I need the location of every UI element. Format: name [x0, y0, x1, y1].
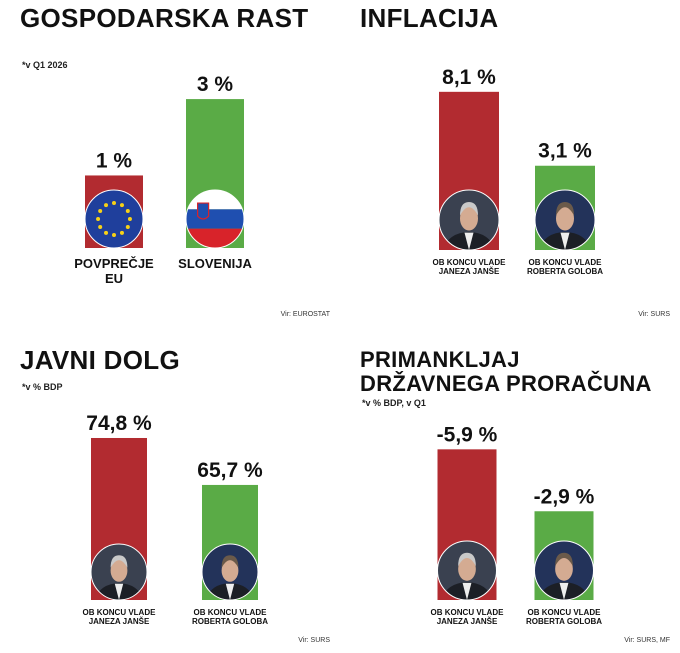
- value-label: 3 %: [197, 73, 234, 96]
- icon-ring: [84, 189, 144, 249]
- panel-title: GOSPODARSKA RAST: [20, 3, 309, 33]
- portrait-hair: [556, 202, 574, 216]
- category-label: POVPREČJE EU: [74, 256, 154, 286]
- chart: 8,1 % 3,1 %: [438, 66, 596, 251]
- portrait-hair: [458, 552, 476, 567]
- panel-subtitle: *v Q1 2026: [22, 60, 68, 70]
- eu-star: [127, 217, 132, 221]
- icon: [202, 544, 258, 600]
- value-label: 3,1 %: [538, 140, 592, 163]
- portrait-face: [460, 206, 478, 231]
- eu-star: [112, 232, 116, 237]
- panel-title: PRIMANKLJAJ DRŽAVNEGA PRORAČUNA: [360, 347, 652, 396]
- panel: PRIMANKLJAJ DRŽAVNEGA PRORAČUNA *v % BDP,…: [340, 326, 680, 652]
- icon: [535, 190, 595, 250]
- chart: 1 % 3 %: [84, 73, 245, 249]
- icon: [437, 541, 497, 600]
- flag-red: [186, 228, 244, 248]
- icon: [534, 541, 594, 600]
- value-label: 74,8 %: [86, 412, 152, 435]
- category-label: OB KONCU VLADE JANEZA JANŠE: [430, 608, 504, 626]
- portrait-face: [221, 559, 239, 582]
- icon-ring: [534, 189, 596, 251]
- portrait-face: [110, 559, 128, 582]
- portrait-hair: [221, 555, 239, 568]
- category-label: SLOVENIJA: [178, 256, 252, 271]
- portrait-hair: [110, 555, 128, 568]
- icon-ring: [185, 189, 245, 249]
- portrait-shirt: [462, 582, 472, 600]
- portrait-face: [555, 557, 573, 581]
- source: Vir: SURS, MF: [624, 637, 670, 644]
- eu-star: [125, 209, 130, 214]
- icon-ring: [90, 543, 148, 601]
- source: Vir: SURS: [638, 311, 670, 318]
- category-label: OB KONCU VLADE ROBERTA GOLOBA: [526, 608, 602, 626]
- category-label: OB KONCU VLADE JANEZA JANŠE: [432, 258, 506, 276]
- eu-star: [119, 203, 124, 208]
- portrait-shirt: [464, 232, 474, 250]
- category-label: OB KONCU VLADE ROBERTA GOLOBA: [527, 258, 603, 276]
- value-label: -5,9 %: [437, 423, 498, 446]
- icon: [85, 190, 143, 248]
- eu-star: [104, 230, 109, 235]
- panel-subtitle: *v % BDP, v Q1: [362, 398, 426, 408]
- icon-ring: [534, 540, 594, 601]
- value-label: -2,9 %: [534, 485, 595, 508]
- eu-star: [104, 203, 109, 208]
- icon-ring: [438, 189, 500, 251]
- eu-star: [96, 217, 101, 221]
- panel-title: INFLACIJA: [360, 3, 499, 33]
- value-label: 1 %: [96, 149, 133, 172]
- coat-of-arms: [197, 202, 210, 220]
- value-label: 8,1 %: [442, 66, 496, 89]
- portrait-hair: [555, 552, 573, 567]
- panel: GOSPODARSKA RAST *v Q1 2026 Vir: EUROSTAT 1…: [0, 0, 340, 326]
- portrait-shirt: [225, 583, 235, 600]
- portrait-shirt: [559, 582, 569, 600]
- category-label: OB KONCU VLADE JANEZA JANŠE: [82, 608, 156, 626]
- eu-star: [98, 224, 103, 229]
- panel-title: JAVNI DOLG: [20, 345, 180, 375]
- icon: [439, 190, 499, 250]
- eu-flag: [85, 190, 143, 248]
- portrait-face: [458, 557, 476, 581]
- eu-star: [125, 224, 130, 229]
- chart: 74,8 % 65,7 %: [86, 412, 263, 601]
- panel: INFLACIJA Vir: SURS 8,1 % 3,1 % OB KONCU VLA…: [340, 0, 680, 326]
- chart: -5,9 % -2,9 %: [437, 423, 595, 601]
- icon-ring: [437, 540, 497, 601]
- portrait-shirt: [560, 232, 570, 250]
- icon: [91, 544, 147, 600]
- portrait-shirt: [114, 583, 124, 600]
- value-label: 65,7 %: [197, 459, 263, 482]
- eu-star: [112, 201, 116, 206]
- icon-ring: [201, 543, 259, 601]
- source: Vir: EUROSTAT: [280, 311, 330, 318]
- source: Vir: SURS: [298, 637, 330, 644]
- eu-star: [98, 209, 103, 214]
- panel: JAVNI DOLG *v % BDP Vir: SURS 74,8 % 65,7 % O…: [0, 326, 340, 652]
- eu-star: [119, 230, 124, 235]
- category-label: OB KONCU VLADE ROBERTA GOLOBA: [192, 608, 268, 626]
- icon: [186, 190, 244, 248]
- flag-blue: [186, 209, 244, 229]
- panel-subtitle: *v % BDP: [22, 382, 63, 392]
- portrait-face: [556, 206, 574, 231]
- portrait-hair: [460, 202, 478, 216]
